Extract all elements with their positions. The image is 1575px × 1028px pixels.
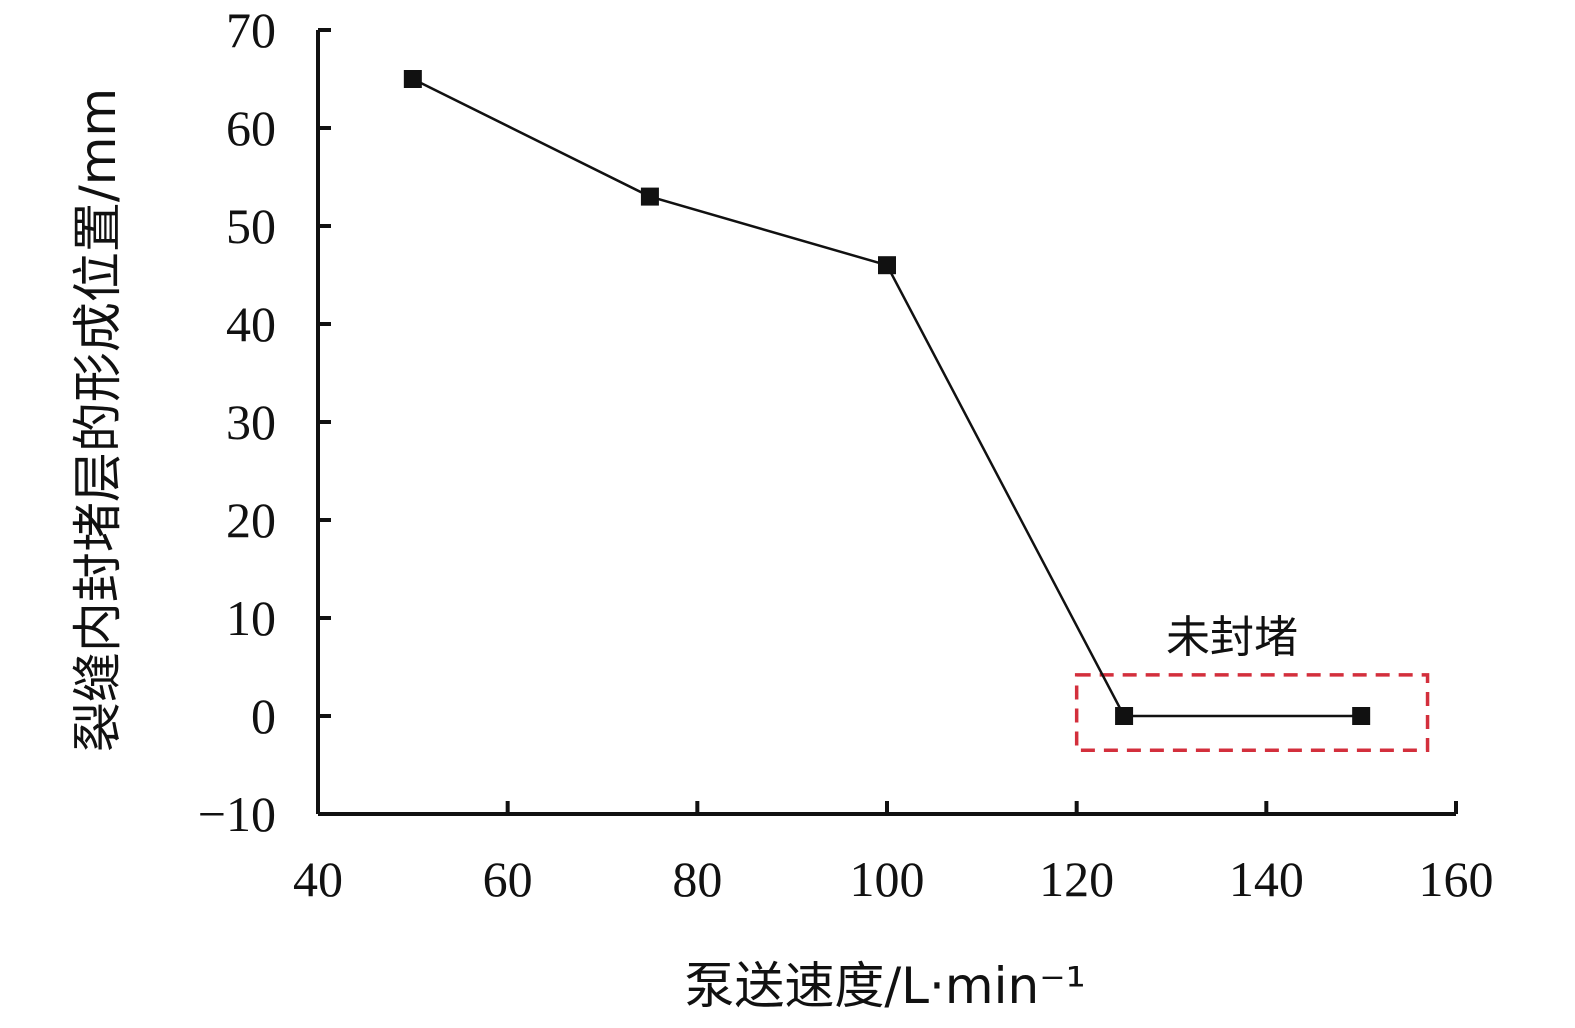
axes — [316, 30, 1456, 816]
x-tick-labels: 40 60 80 100 120 140 160 — [293, 851, 1494, 907]
tick-marks — [316, 28, 1458, 816]
annotation-label: 未封堵 — [1166, 612, 1298, 663]
x-tick-label: 100 — [850, 851, 925, 907]
x-tick-label: 40 — [293, 851, 343, 907]
data-point — [403, 70, 422, 88]
x-tick-label: 60 — [483, 851, 533, 907]
y-axis-label: 裂缝内封堵层的形成位置/mm — [69, 88, 127, 752]
data-point — [1115, 707, 1134, 725]
x-tick-label: 160 — [1419, 851, 1494, 907]
y-tick-label: 50 — [226, 198, 276, 254]
x-tick-label: 120 — [1039, 851, 1114, 907]
y-tick-label: 60 — [226, 100, 276, 156]
y-tick-label: 40 — [226, 296, 276, 352]
y-tick-label: 30 — [226, 394, 276, 450]
y-tick-labels: −10 0 10 20 30 40 50 60 70 — [198, 2, 276, 842]
x-tick-label: 140 — [1229, 851, 1304, 907]
data-point — [1352, 707, 1371, 725]
data-point — [878, 256, 896, 275]
y-tick-label: 0 — [251, 688, 276, 744]
annotation-box — [1074, 673, 1430, 753]
y-tick-label: 70 — [226, 2, 276, 58]
annotation-layer — [1074, 673, 1430, 753]
y-tick-label: 20 — [226, 492, 276, 548]
data-point — [640, 187, 659, 206]
y-tick-label: −10 — [198, 786, 276, 842]
x-axis-label: 泵送速度/L·min⁻¹ — [684, 957, 1085, 1015]
x-tick-label: 80 — [672, 851, 722, 907]
marker-layer — [403, 70, 1371, 725]
y-tick-label: 10 — [226, 590, 276, 646]
